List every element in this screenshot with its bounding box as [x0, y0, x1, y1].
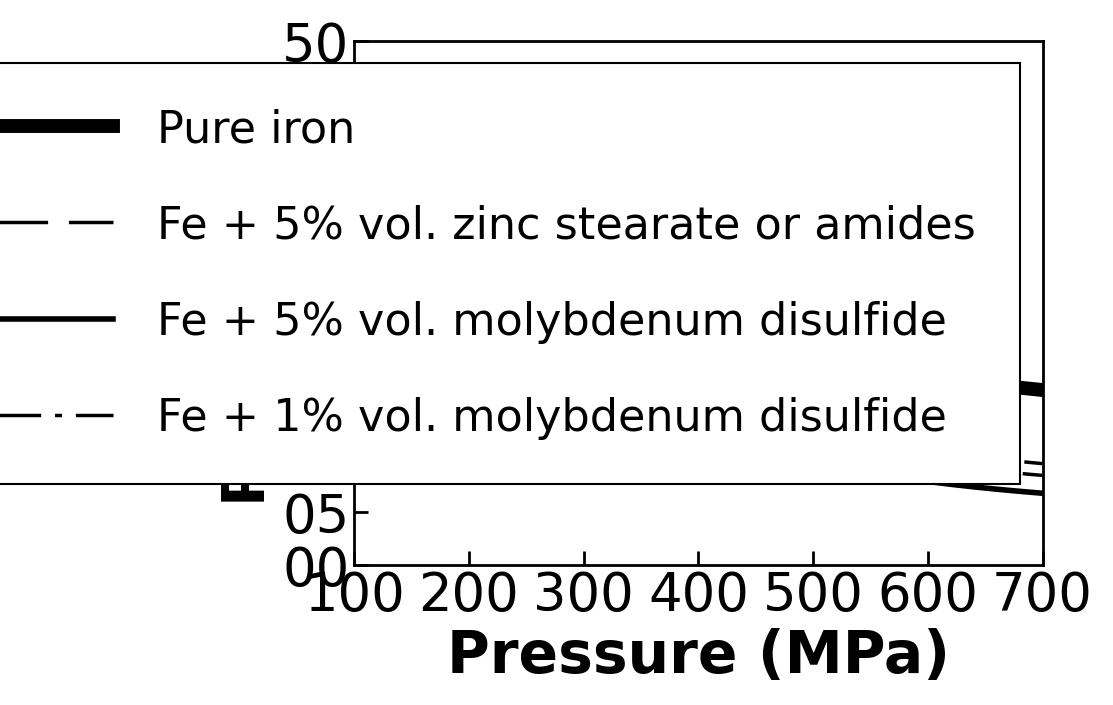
Line: Fe + 5% vol. zinc stearate or amides: Fe + 5% vol. zinc stearate or amides	[354, 152, 1042, 464]
Fe + 1% vol. molybdenum disulfide	[819, 442, 833, 450]
Fe + 1% vol. molybdenum disulfide	[347, 157, 361, 166]
Pure iron	[819, 355, 833, 363]
Fe + 5% vol. molybdenum disulfide	[650, 412, 663, 421]
Fe + 1% vol. molybdenum disulfide	[417, 240, 431, 248]
Fe + 5% vol. molybdenum disulfide	[1035, 489, 1048, 498]
Fe + 1% vol. molybdenum disulfide	[884, 453, 897, 462]
Fe + 5% vol. zinc stearate or amides	[896, 443, 909, 452]
Line: Fe + 5% vol. molybdenum disulfide: Fe + 5% vol. molybdenum disulfide	[354, 172, 1042, 494]
Pure iron	[1035, 386, 1048, 395]
Fe + 5% vol. molybdenum disulfide	[819, 461, 833, 470]
Fe + 5% vol. molybdenum disulfide	[896, 474, 909, 482]
Fe + 5% vol. molybdenum disulfide	[626, 402, 639, 410]
Fe + 5% vol. zinc stearate or amides	[347, 147, 361, 156]
X-axis label: Pressure (MPa): Pressure (MPa)	[446, 627, 949, 684]
Y-axis label: Porosity (%): Porosity (%)	[219, 101, 276, 505]
Fe + 5% vol. zinc stearate or amides	[417, 228, 431, 236]
Pure iron	[650, 307, 663, 315]
Pure iron	[417, 172, 431, 180]
Pure iron	[884, 367, 897, 375]
Pure iron	[896, 369, 909, 377]
Fe + 1% vol. molybdenum disulfide	[1035, 472, 1048, 480]
Fe + 5% vol. molybdenum disulfide	[884, 472, 897, 481]
Fe + 5% vol. zinc stearate or amides	[819, 429, 833, 438]
Fe + 1% vol. molybdenum disulfide	[650, 393, 663, 402]
Fe + 5% vol. zinc stearate or amides	[650, 380, 663, 388]
Line: Pure iron: Pure iron	[354, 109, 1042, 391]
Fe + 5% vol. molybdenum disulfide	[347, 168, 361, 176]
Pure iron	[626, 297, 639, 305]
Fe + 5% vol. zinc stearate or amides	[884, 441, 897, 450]
Pure iron	[347, 105, 361, 114]
Line: Fe + 1% vol. molybdenum disulfide: Fe + 1% vol. molybdenum disulfide	[354, 161, 1042, 476]
Fe + 1% vol. molybdenum disulfide	[896, 455, 909, 464]
Legend: Pure iron, Fe + 5% vol. zinc stearate or amides, Fe + 5% vol. molybdenum disulfi: Pure iron, Fe + 5% vol. zinc stearate or…	[0, 63, 1020, 484]
Fe + 5% vol. molybdenum disulfide	[417, 255, 431, 263]
Fe + 1% vol. molybdenum disulfide	[626, 383, 639, 391]
Fe + 5% vol. zinc stearate or amides	[626, 369, 639, 378]
Fe + 5% vol. zinc stearate or amides	[1035, 460, 1048, 468]
